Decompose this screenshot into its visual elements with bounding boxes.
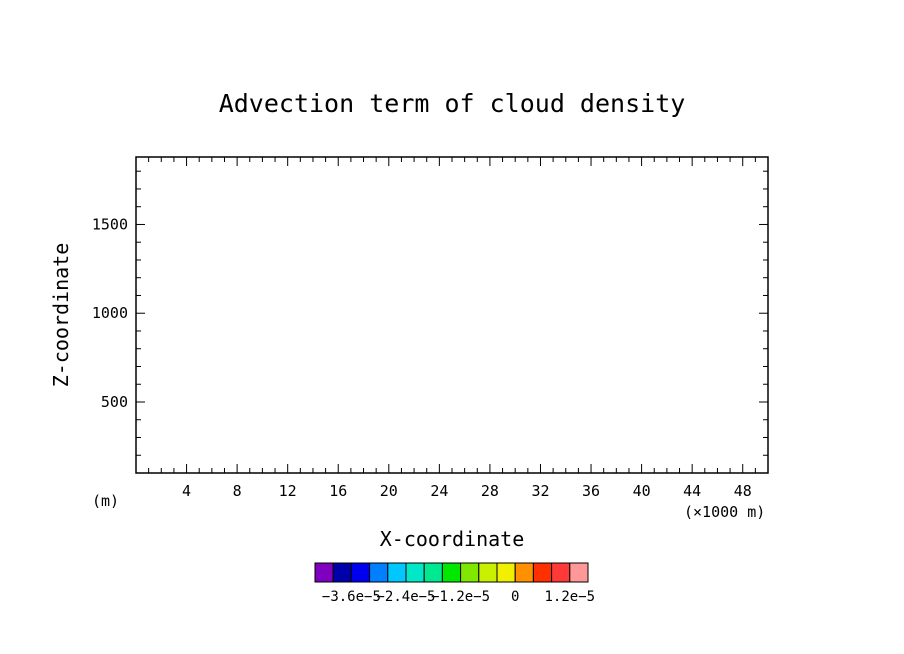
x-tick-label: 48 xyxy=(734,482,752,500)
colorbar-swatch xyxy=(569,562,589,583)
colorbar-swatch xyxy=(387,562,407,583)
colorbar-swatch xyxy=(350,562,371,583)
x-tick-label: 16 xyxy=(329,482,347,500)
colorbar-label: −3.6e−5 xyxy=(322,589,381,605)
x-unit-label: (×1000 m) xyxy=(684,503,765,521)
x-tick-label: 28 xyxy=(481,482,499,500)
y-tick-label: 500 xyxy=(101,393,128,411)
colorbar-swatch xyxy=(514,562,534,583)
x-axis-label: X-coordinate xyxy=(380,527,525,551)
colorbar-label: 0 xyxy=(511,589,519,605)
y-axis-label: Z-coordinate xyxy=(49,243,73,388)
colorbar-label: −1.2e−5 xyxy=(431,589,490,605)
x-tick-label: 8 xyxy=(233,482,242,500)
y-unit-label: (m) xyxy=(92,492,119,510)
colorbar-swatch xyxy=(369,562,389,583)
plot-frame xyxy=(135,156,769,474)
colorbar-swatch xyxy=(441,562,462,583)
chart-title: Advection term of cloud density xyxy=(219,89,686,118)
colorbar: −3.6e−5−2.4e−5−1.2e−5 0 1.2e−5 xyxy=(314,562,596,605)
x-tick-label: 12 xyxy=(279,482,297,500)
colorbar-swatch xyxy=(332,562,352,583)
colorbar-swatch xyxy=(460,562,480,583)
colorbar-swatch xyxy=(532,562,553,583)
x-tick-label: 36 xyxy=(582,482,600,500)
x-tick-label: 24 xyxy=(430,482,448,500)
colorbar-label: 1.2e−5 xyxy=(545,589,596,605)
x-tick-label: 4 xyxy=(182,482,191,500)
colorbar-swatch xyxy=(496,562,516,583)
x-tick-label: 40 xyxy=(633,482,651,500)
colorbar-swatch xyxy=(405,562,425,583)
colorbar-swatch xyxy=(314,562,334,583)
y-tick-label: 1500 xyxy=(92,215,128,233)
x-tick-label: 20 xyxy=(380,482,398,500)
x-tick-label: 44 xyxy=(683,482,701,500)
colorbar-label: −2.4e−5 xyxy=(376,589,435,605)
y-axis: 500 1000 1500 xyxy=(92,170,768,456)
x-axis: 4 8 12 16 20 24 28 32 36 40 44 48 xyxy=(148,157,756,500)
x-tick-label: 32 xyxy=(531,482,549,500)
y-tick-label: 1000 xyxy=(92,304,128,322)
colorbar-swatch xyxy=(551,562,571,583)
colorbar-swatch xyxy=(423,562,443,583)
colorbar-swatch xyxy=(478,562,498,583)
